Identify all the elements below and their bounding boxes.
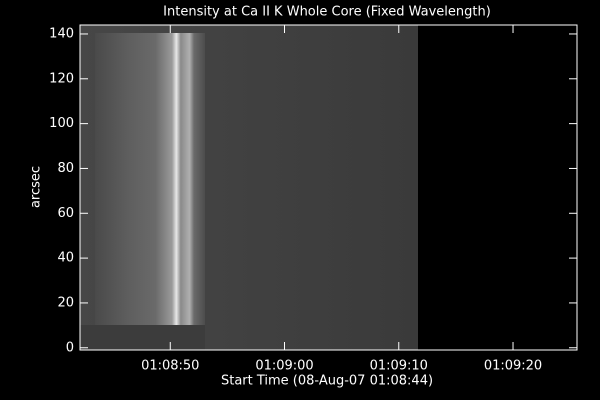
x-tick-label: 01:09:00 [255, 359, 313, 374]
y-tick-label: 40 [57, 251, 74, 266]
y-axis-label: arcsec [29, 166, 44, 208]
x-tick-label: 01:09:20 [484, 359, 542, 374]
y-tick-label: 140 [49, 26, 74, 41]
y-tick-label: 120 [49, 71, 74, 86]
y-tick-label: 80 [57, 161, 74, 176]
y-tick-label: 60 [57, 206, 74, 221]
y-tick-label: 100 [49, 116, 74, 131]
image-dark-strip [80, 325, 205, 350]
x-tick-label: 01:08:50 [141, 359, 199, 374]
x-axis-label: Start Time (08-Aug-07 01:08:44) [221, 374, 433, 389]
plot-frame [79, 24, 578, 351]
y-tick-label: 0 [66, 340, 74, 355]
y-tick-label: 20 [57, 295, 74, 310]
image [80, 25, 418, 350]
chart-title: Intensity at Ca II K Whole Core (Fixed W… [163, 5, 491, 20]
image-bright-region [95, 33, 205, 325]
x-tick-label: 01:09:10 [370, 359, 428, 374]
